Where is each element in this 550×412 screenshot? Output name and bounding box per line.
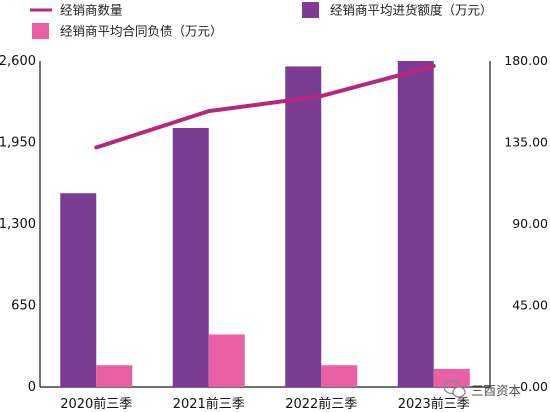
legend-label: 经销商平均合同负债（万元）: [60, 24, 223, 39]
bar-liability: [208, 334, 245, 387]
line-point: [319, 94, 323, 98]
wechat-icon: [443, 379, 466, 398]
line-point: [432, 64, 436, 68]
legend-bar-swatch: [302, 2, 319, 18]
bar-purchase: [172, 128, 209, 387]
line-point: [94, 146, 98, 150]
y-left-tick-label: 650: [11, 299, 36, 314]
watermark-label: 三酉资本: [471, 383, 522, 398]
y-right-tick-label: 45.00: [512, 298, 548, 313]
legend-label: 经销商平均进货额度（万元）: [330, 3, 493, 18]
bar-purchase: [285, 66, 322, 387]
line-series: [94, 64, 436, 150]
line-point: [207, 109, 211, 113]
x-tick-label: 2020前三季: [60, 396, 132, 412]
tick-labels: 0 650 1,300 1,950 2,600 0.00 45.00 90.00 135.00 1…: [0, 53, 548, 412]
line-dealer-count: [94, 64, 436, 150]
y-right-tick-label: 0.00: [520, 379, 548, 394]
y-left-tick-label: 1,300: [0, 217, 36, 232]
x-tick-label: 2022前三季: [285, 396, 357, 412]
x-tick-label: 2021前三季: [173, 396, 245, 412]
legend: 经销商数量 经销商平均进货额度（万元） 经销商平均合同负债（万元）: [30, 2, 493, 39]
bar-purchase: [60, 193, 97, 387]
x-tick-label: 2023前三季: [398, 396, 470, 412]
bar-liability: [433, 368, 470, 387]
y-right-tick-label: 90.00: [512, 216, 548, 231]
y-right-tick-label: 180.00: [504, 53, 548, 68]
y-left-tick-label: 0: [28, 380, 36, 395]
legend-label: 经销商数量: [60, 3, 123, 18]
bar-liability: [96, 365, 133, 387]
bar-series: [60, 61, 470, 387]
watermark: 三酉资本: [443, 379, 522, 398]
y-left-tick-label: 1,950: [0, 136, 36, 151]
bar-liability: [321, 365, 358, 387]
y-left-tick-label: 2,600: [0, 54, 36, 69]
y-right-tick-label: 135.00: [504, 135, 548, 150]
legend-bar-swatch: [32, 23, 49, 39]
bar-purchase: [397, 61, 434, 387]
